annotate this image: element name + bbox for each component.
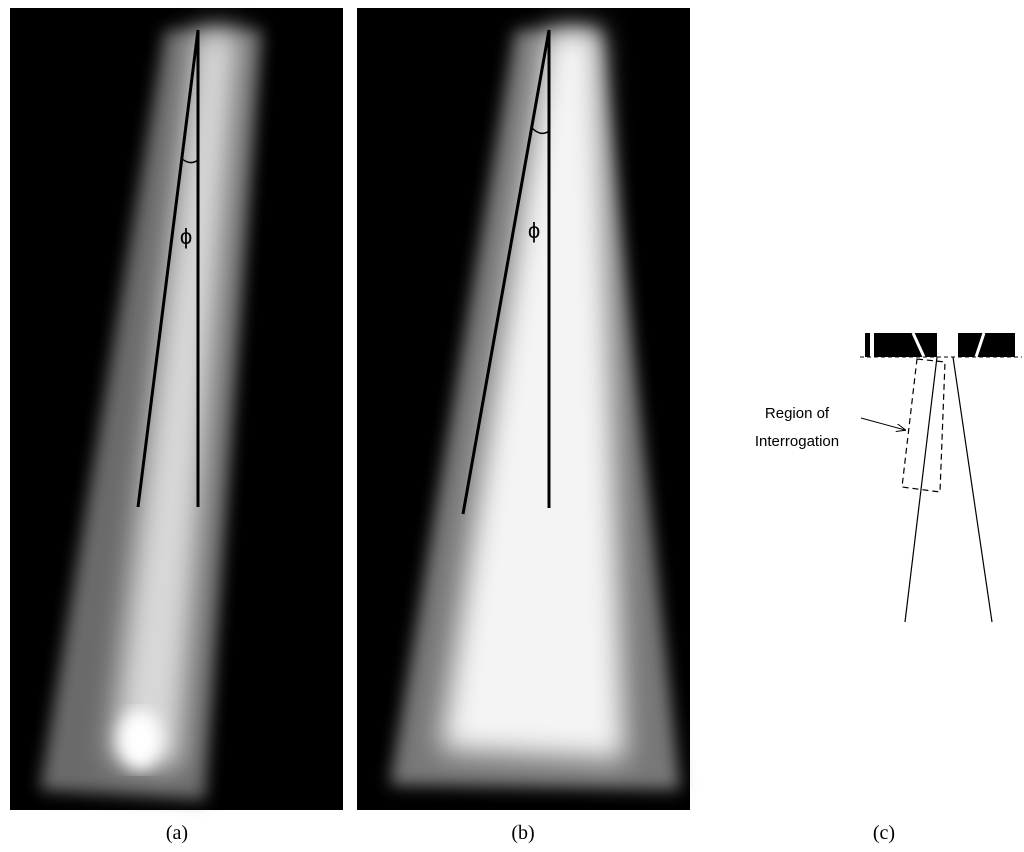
nozzle-channel: [911, 332, 926, 358]
panel-c: Region of Interrogation (c): [755, 332, 1022, 844]
nozzle-channel: [974, 332, 986, 358]
beam-core: [440, 30, 625, 760]
jet-edge: [904, 356, 938, 623]
nozzle-slot: [870, 333, 874, 357]
angle-arc: [180, 157, 199, 164]
beam-hotspot: [118, 710, 162, 770]
caption: (a): [166, 822, 188, 844]
label: Region of: [765, 405, 830, 422]
caption: (b): [511, 822, 534, 844]
angle-label: ϕ: [180, 224, 192, 249]
nozzle-left: [865, 333, 937, 357]
angle-arc: [531, 127, 550, 135]
panel-a: ϕ (a): [10, 8, 343, 844]
angle-label: ϕ: [528, 218, 540, 243]
arrow: [860, 417, 905, 430]
beam-axis-line: [136, 29, 200, 508]
jet-edge: [952, 356, 993, 623]
caption: (c): [873, 822, 895, 844]
beam-axis-line: [461, 29, 551, 515]
nozzle-right: [958, 333, 1015, 357]
panel-b: ϕ (b): [357, 8, 690, 844]
beam-core: [110, 30, 240, 770]
label: Interrogation: [755, 433, 839, 450]
